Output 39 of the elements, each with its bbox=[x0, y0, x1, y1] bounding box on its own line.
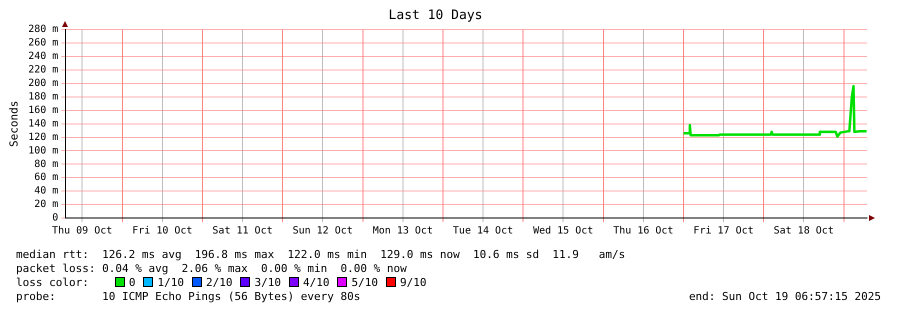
chart-title: Last 10 Days bbox=[388, 8, 482, 24]
legend-title: loss color: bbox=[16, 276, 89, 289]
x-tick-label: Mon 13 Oct bbox=[372, 226, 433, 237]
legend-label: 1/10 bbox=[157, 276, 184, 289]
x-tick-label: Thu 09 Oct bbox=[52, 226, 112, 237]
x-tick-label: Wed 15 Oct bbox=[533, 226, 594, 237]
x-tick-label: Fri 17 Oct bbox=[693, 226, 754, 237]
x-tick-label: Sun 12 Oct bbox=[292, 226, 353, 237]
text: probe: 10 ICMP Echo Pings (56 Bytes) every 80s bbox=[16, 290, 360, 304]
y-tick-label: 20 m bbox=[34, 199, 58, 210]
y-tick-label: 60 m bbox=[34, 172, 58, 184]
text: median rtt: 126.2 ms avg 196.8 ms max 122.0 ms min 129.0 ms now 10.6 ms sd 11.9 am/s bbox=[16, 248, 626, 262]
y-tick-label: 80 m bbox=[34, 158, 58, 170]
x-tick-label: Sat 11 Oct bbox=[212, 226, 273, 237]
legend-label: 0 bbox=[128, 276, 136, 289]
x-tick-label: Fri 10 Oct bbox=[132, 226, 192, 237]
y-tick-label: 120 m bbox=[28, 132, 58, 143]
y-tick-label: 40 m bbox=[34, 186, 58, 197]
y-tick-label: 220 m bbox=[28, 64, 58, 76]
y-tick-label: 260 m bbox=[28, 38, 58, 49]
y-tick-label: 240 m bbox=[28, 51, 58, 62]
y-axis-title: Seconds bbox=[7, 100, 20, 147]
y-tick-label: 200 m bbox=[28, 78, 58, 90]
y-tick-label: 180 m bbox=[28, 91, 58, 102]
legend-label: 4/10 bbox=[302, 276, 330, 289]
x-tick-label: Tue 14 Oct bbox=[452, 226, 514, 237]
x-tick-label: Sat 18 Oct bbox=[774, 226, 834, 237]
text: packet loss: 0.04 % avg 2.06 % max 0.00 % min 0.00 % now bbox=[16, 262, 407, 276]
x-tick-label: Thu 16 Oct bbox=[613, 226, 674, 237]
y-tick-label: 160 m bbox=[28, 104, 58, 116]
text: end: Sun Oct 19 06:57:15 2025 bbox=[688, 290, 881, 304]
y-tick-label: 0 bbox=[52, 212, 58, 224]
legend-label: 5/10 bbox=[351, 276, 378, 289]
y-tick-label: 280 m bbox=[28, 24, 58, 36]
legend-label: 2/10 bbox=[206, 276, 232, 289]
legend-label: 9/10 bbox=[400, 276, 426, 289]
y-tick-label: 100 m bbox=[28, 145, 58, 156]
legend-label: 3/10 bbox=[254, 276, 281, 289]
y-tick-label: 140 m bbox=[28, 118, 58, 130]
